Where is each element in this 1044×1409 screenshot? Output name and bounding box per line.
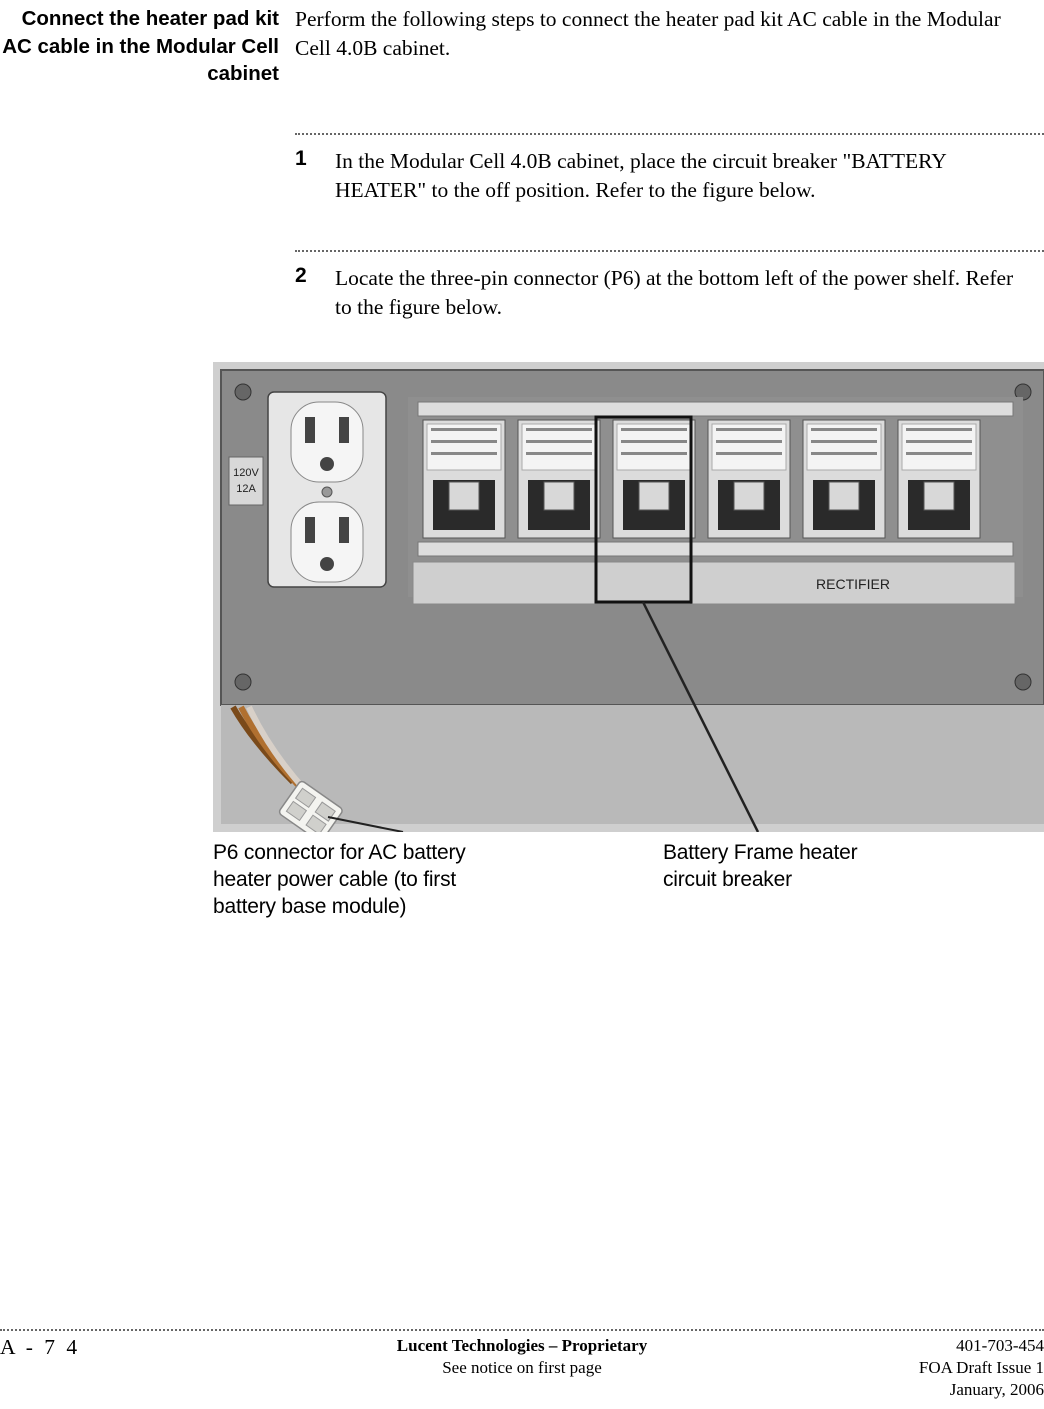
figure: 120V 12A 120VOUTLETCABINETHEATERBATTERYH… [213, 362, 1044, 921]
step-number: 2 [295, 264, 335, 322]
side-heading: Connect the heater pad kit AC cable in t… [0, 5, 295, 88]
step-divider [295, 133, 1044, 135]
footer-issue: FOA Draft Issue 1 [844, 1357, 1044, 1379]
svg-text:RECTIFIER: RECTIFIER [816, 576, 890, 592]
step-text: In the Modular Cell 4.0B cabinet, place … [335, 147, 1034, 205]
step-text: Locate the three-pin connector (P6) at t… [335, 264, 1034, 322]
power-shelf-diagram: 120V 12A 120VOUTLETCABINETHEATERBATTERYH… [213, 362, 1044, 832]
page-footer: A - 7 4 Lucent Technologies – Proprietar… [0, 1329, 1044, 1409]
callout-p6-connector: P6 connector for AC battery heater power… [213, 840, 513, 921]
page-number: A - 7 4 [0, 1335, 200, 1360]
step-divider [295, 250, 1044, 252]
footer-notice: See notice on first page [397, 1357, 647, 1379]
step-row: 2 Locate the three-pin connector (P6) at… [295, 264, 1044, 322]
step-number: 1 [295, 147, 335, 205]
footer-docnum: 401-703-454 [844, 1335, 1044, 1357]
step-row: 1 In the Modular Cell 4.0B cabinet, plac… [295, 147, 1044, 205]
svg-text:12A: 12A [236, 483, 256, 495]
footer-proprietary: Lucent Technologies – Proprietary [397, 1335, 647, 1357]
svg-text:120V: 120V [233, 467, 259, 479]
intro-paragraph: Perform the following steps to connect t… [295, 5, 1044, 88]
callout-battery-breaker: Battery Frame heater circuit breaker [663, 840, 903, 921]
footer-divider [0, 1329, 1044, 1331]
footer-date: January, 2006 [844, 1379, 1044, 1401]
